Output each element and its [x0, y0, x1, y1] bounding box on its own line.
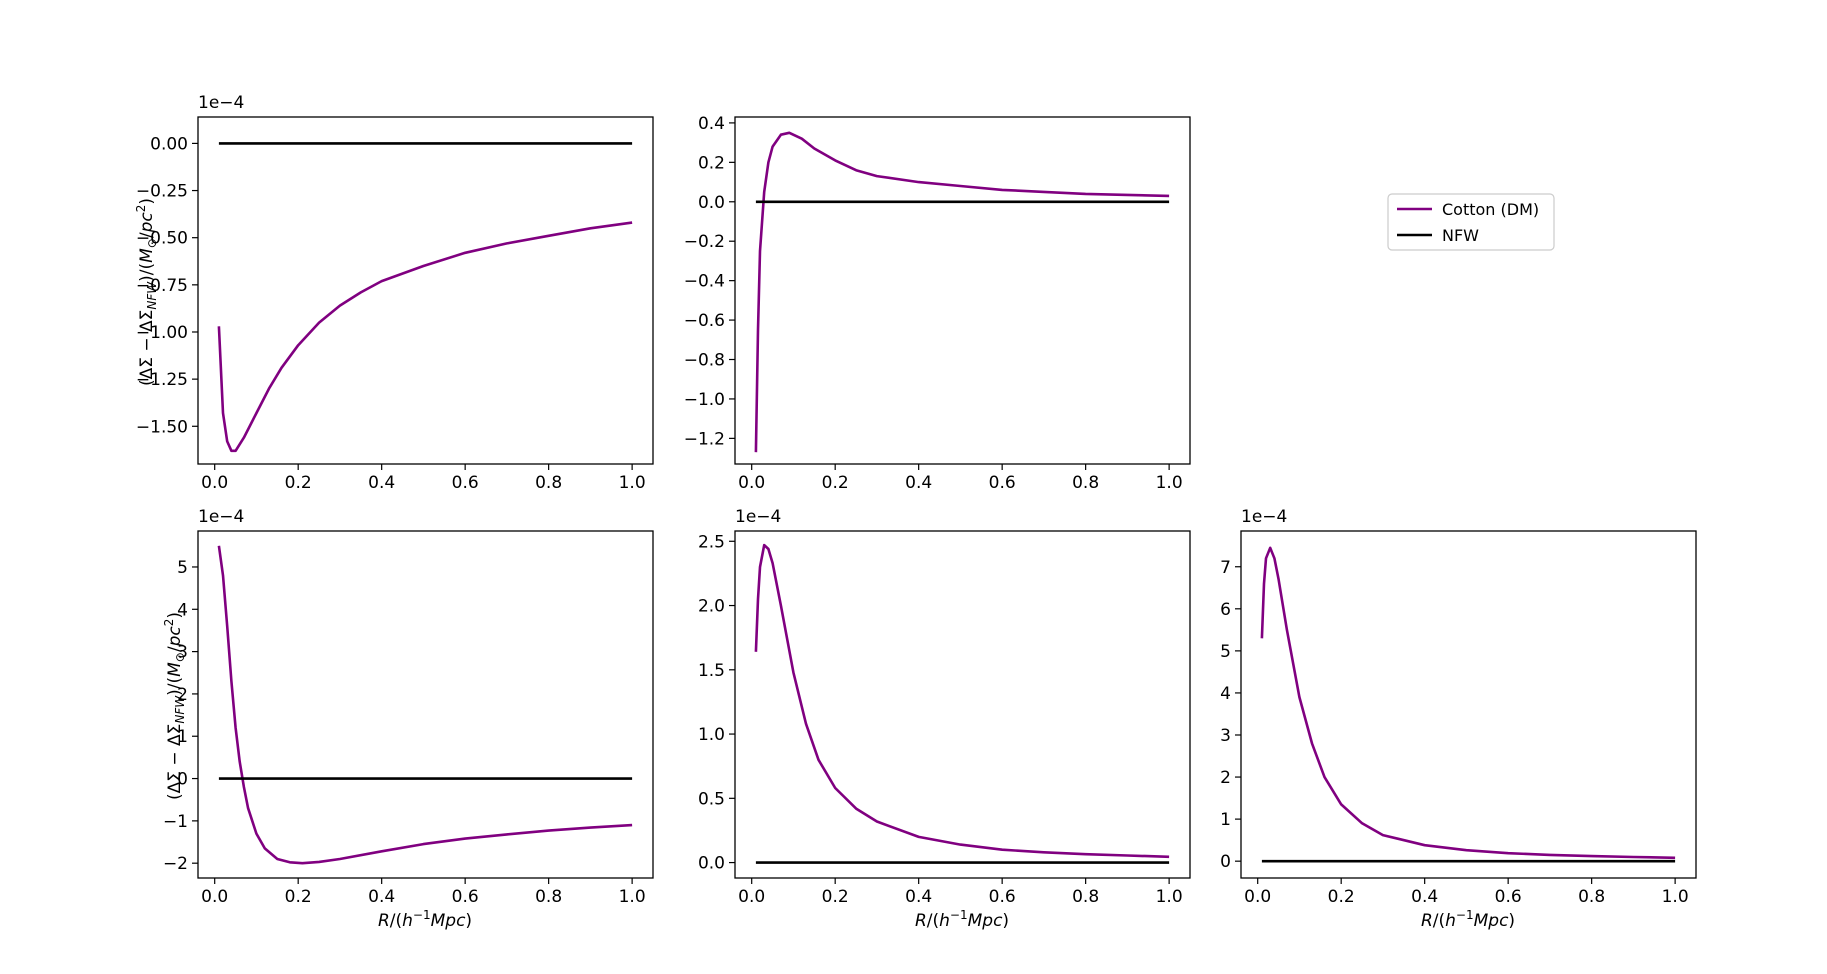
- offset-text: 1e−4: [735, 507, 781, 527]
- x-tick-label: 0.4: [368, 887, 395, 907]
- axes-frame: [734, 530, 1191, 879]
- y-tick-label: 7: [1220, 558, 1231, 578]
- x-tick-label: 0.6: [452, 887, 479, 907]
- x-tick-label: 0.8: [535, 473, 562, 493]
- series-line-cotton-dm: [217, 221, 633, 453]
- y-tick-label: 0: [177, 770, 188, 790]
- y-tick-label: −1.0: [684, 390, 725, 410]
- axes-frame: [197, 530, 654, 879]
- series-line-cotton-dm: [754, 543, 1170, 859]
- y-tick-label: 4: [177, 600, 188, 620]
- y-tick-label: 2: [1220, 768, 1231, 788]
- y-tick-label: 0.2: [698, 153, 725, 173]
- x-tick-label: 0.0: [1244, 887, 1271, 907]
- x-tick-label: 0.6: [1495, 887, 1522, 907]
- y-tick-label: 0.5: [698, 789, 725, 809]
- x-tick-label: 1.0: [619, 887, 646, 907]
- x-tick-label: 0.8: [1072, 473, 1099, 493]
- y-tick-label: 5: [177, 558, 188, 578]
- x-tick-label: 0.4: [368, 473, 395, 493]
- y-tick-label: −0.2: [684, 232, 725, 252]
- x-tick-label: 0.2: [822, 473, 849, 493]
- x-tick-label: 0.6: [989, 473, 1016, 493]
- y-tick-label: −1.2: [684, 429, 725, 449]
- y-tick-label: −1.25: [136, 370, 188, 390]
- y-tick-label: 1.0: [698, 725, 725, 745]
- y-tick-label: −0.75: [136, 276, 188, 296]
- y-tick-label: 2: [177, 685, 188, 705]
- panel-row2-col3: 1e−4 R/(h−1Mpc) 0.0 0.2 0.4 0.6 0.8 1.0 7 6 5 4 3 2…: [1220, 507, 1697, 931]
- y-tick-label: 1: [177, 727, 188, 747]
- x-axis-label: R/(h−1Mpc): [378, 908, 472, 931]
- y-tick-label: −1: [163, 812, 188, 832]
- x-axis-label: R/(h−1Mpc): [915, 908, 1009, 931]
- panel-row1-col1: 1e−4 (ΔΣ − ΔΣNFW)/(M⊙/pc2) 0.0 0.2 0.4 0.6 0…: [134, 93, 654, 493]
- y-tick-label: 5: [1220, 642, 1231, 662]
- x-tick-label: 0.8: [535, 887, 562, 907]
- offset-text: 1e−4: [198, 507, 244, 527]
- panel-row2-col1: 1e−4 (ΔΣ − ΔΣNFW)/(M⊙/pc2) R/(h−1Mpc) 0.…: [162, 507, 654, 931]
- x-tick-label: 0.8: [1578, 887, 1605, 907]
- y-tick-label: 3: [1220, 726, 1231, 746]
- legend: Cotton (DM) NFW: [1387, 193, 1555, 251]
- y-tick-label: 1: [1220, 810, 1231, 830]
- y-tick-label: 1.5: [698, 661, 725, 681]
- series-line-cotton-dm: [1260, 546, 1676, 860]
- x-tick-label: 0.6: [989, 887, 1016, 907]
- panel-row2-col2: 1e−4 R/(h−1Mpc) 0.0 0.2 0.4 0.6 0.8 1.0 2.5 2.0…: [698, 507, 1191, 931]
- offset-text: 1e−4: [1241, 507, 1287, 527]
- x-tick-label: 0.2: [1328, 887, 1355, 907]
- series-line-cotton-dm: [754, 131, 1170, 453]
- y-tick-label: 0.0: [698, 854, 725, 874]
- x-tick-label: 0.2: [285, 473, 312, 493]
- legend-entry-nfw: NFW: [1442, 226, 1479, 245]
- axes-frame: [1240, 530, 1697, 879]
- legend-entry-cotton: Cotton (DM): [1442, 200, 1539, 219]
- series-line-cotton-dm: [217, 545, 633, 865]
- y-tick-label: −0.8: [684, 351, 725, 371]
- x-tick-label: 0.0: [738, 887, 765, 907]
- y-tick-label: 0.4: [698, 114, 725, 134]
- x-tick-label: 0.2: [285, 887, 312, 907]
- x-tick-label: 0.0: [201, 473, 228, 493]
- y-tick-label: −1.50: [136, 417, 188, 437]
- y-tick-label: 6: [1220, 600, 1231, 620]
- offset-text: 1e−4: [198, 93, 244, 113]
- x-axis-label: R/(h−1Mpc): [1421, 908, 1515, 931]
- x-tick-label: 1.0: [1662, 887, 1689, 907]
- y-tick-label: −0.50: [136, 229, 188, 249]
- panel-row1-col2: 0.0 0.2 0.4 0.6 0.8 1.0 0.4 0.2 0.0 −0.2 −0.4 −0.6 −…: [684, 114, 1191, 493]
- y-tick-label: −0.6: [684, 311, 725, 331]
- y-tick-label: −2: [163, 854, 188, 874]
- x-tick-label: 0.4: [905, 473, 932, 493]
- y-tick-label: −0.25: [136, 182, 188, 202]
- y-tick-label: 0.00: [150, 134, 188, 154]
- axes-frame: [197, 116, 654, 465]
- x-tick-label: 0.0: [738, 473, 765, 493]
- x-tick-label: 0.4: [1411, 887, 1438, 907]
- x-tick-label: 0.4: [905, 887, 932, 907]
- x-tick-label: 1.0: [1156, 473, 1183, 493]
- y-tick-label: 3: [177, 643, 188, 663]
- x-tick-label: 0.8: [1072, 887, 1099, 907]
- y-tick-label: 0: [1220, 852, 1231, 872]
- y-tick-label: 0.0: [698, 193, 725, 213]
- x-tick-label: 1.0: [619, 473, 646, 493]
- y-tick-label: −0.4: [684, 272, 725, 292]
- axes-frame: [734, 116, 1191, 465]
- y-tick-label: 2.0: [698, 597, 725, 617]
- x-tick-label: 0.6: [452, 473, 479, 493]
- y-tick-label: 4: [1220, 684, 1231, 704]
- y-tick-label: −1.00: [136, 323, 188, 343]
- x-tick-label: 1.0: [1156, 887, 1183, 907]
- x-tick-label: 0.2: [822, 887, 849, 907]
- y-tick-label: 2.5: [698, 532, 725, 552]
- x-tick-label: 0.0: [201, 887, 228, 907]
